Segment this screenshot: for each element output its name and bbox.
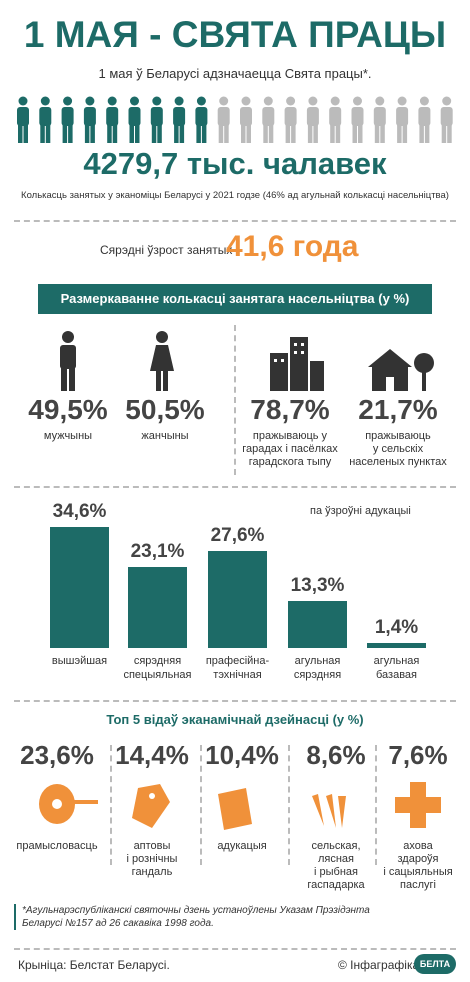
- value-label: 13,3%: [290, 575, 345, 597]
- divider: [375, 745, 377, 865]
- person-icon: [306, 96, 319, 143]
- person-icon: [39, 96, 52, 143]
- separator: [14, 220, 456, 222]
- distribution-label: пражываюць у сельскіх населеных пунктах: [349, 430, 447, 468]
- person-icon: [61, 96, 74, 143]
- top5-icons: [39, 782, 441, 830]
- bar: [288, 601, 347, 648]
- person-icon: [173, 96, 186, 143]
- value-label: 23,1%: [130, 541, 185, 563]
- bar: [367, 643, 426, 648]
- value-label: 34,6%: [52, 500, 107, 522]
- person-icon: [373, 96, 386, 143]
- person-icon: [396, 96, 409, 143]
- top5-value: 23,6%: [20, 740, 94, 770]
- employment-total: 4279,7 тыс. чалавек: [83, 146, 387, 181]
- category-label: агульная сярэдняя: [293, 655, 342, 681]
- person-icon: [17, 96, 29, 143]
- separator: [14, 700, 456, 702]
- top5-value: 14,4%: [115, 740, 189, 770]
- person-icon: [195, 96, 208, 143]
- category-label: вышэйшая: [51, 655, 108, 667]
- distribution-banner: Размеркаванне колькасці занятага насельн…: [38, 284, 432, 314]
- person-icon: [83, 96, 96, 143]
- divider: [110, 745, 112, 865]
- bar: [128, 567, 187, 648]
- distribution-value: 78,7%: [250, 394, 330, 425]
- category-label: агульная базавая: [373, 655, 420, 681]
- top5-value: 8,6%: [306, 740, 366, 770]
- age-value: 41,6 года: [226, 230, 359, 263]
- top5-title: Топ 5 відаў эканамічнай дзейнасці (у %): [106, 712, 364, 727]
- person-icon: [284, 96, 297, 143]
- person-icon: [351, 96, 364, 143]
- credit: © Інфаграфіка: [338, 958, 420, 972]
- top5-value: 7,6%: [388, 740, 448, 770]
- value-label: 1,4%: [374, 617, 419, 639]
- subtitle: 1 мая ў Беларусі адзначаецца Свята працы…: [98, 66, 372, 81]
- person-icon: [217, 96, 230, 143]
- distribution-value: 50,5%: [125, 394, 205, 425]
- distribution-label: пражываюць у гарадах і пасёлках гарадско…: [242, 430, 338, 468]
- bar: [208, 551, 267, 648]
- distribution-label: жанчыны: [141, 430, 189, 442]
- person-icon: [106, 96, 119, 143]
- age-label: Сярэдні ўзрост занятых: [100, 243, 233, 257]
- person-icon: [150, 96, 163, 143]
- separator: [14, 948, 456, 950]
- divider: [200, 745, 202, 865]
- person-icon: [128, 96, 141, 143]
- people-row: [17, 96, 453, 143]
- divider: [288, 745, 290, 865]
- person-icon: [329, 96, 342, 143]
- category-label: сярэдняя спецыяльная: [123, 655, 192, 681]
- employment-note: Колькасць занятых у эканоміцы Беларусі у…: [21, 190, 449, 201]
- bar: [50, 526, 109, 648]
- separator: [14, 486, 456, 488]
- distribution-icons: [60, 331, 434, 391]
- title: 1 МАЯ - СВЯТА ПРАЦЫ: [23, 14, 447, 55]
- top5-label: аптовы і рознічны гандаль: [126, 840, 178, 878]
- logo: БЕЛТА: [414, 954, 456, 974]
- distribution-value: 49,5%: [28, 394, 108, 425]
- value-label: 27,6%: [210, 525, 265, 547]
- source: Крыніца: Белстат Беларусі.: [18, 958, 170, 972]
- category-label: прафесійна- тэхнічная: [205, 655, 270, 681]
- top5-label: адукацыя: [217, 840, 267, 852]
- top5-label: сельская, лясная і рыбная гаспадарка: [307, 840, 365, 891]
- person-icon: [440, 96, 453, 143]
- person-icon: [418, 96, 431, 143]
- footnote: *Агульнарэспубліканскі святочны дзень ус…: [14, 904, 462, 930]
- top5-label: прамысловасць: [16, 840, 98, 852]
- top5-value: 10,4%: [205, 740, 279, 770]
- chart-subtitle: па ўзроўні адукацыі: [310, 505, 411, 517]
- person-icon: [240, 96, 252, 143]
- distribution-value: 21,7%: [358, 394, 438, 425]
- distribution-label: мужчыны: [43, 430, 93, 442]
- divider: [234, 325, 236, 475]
- top5-label: ахова здароўя і сацыяльныя паслугі: [383, 840, 453, 891]
- person-icon: [262, 96, 275, 143]
